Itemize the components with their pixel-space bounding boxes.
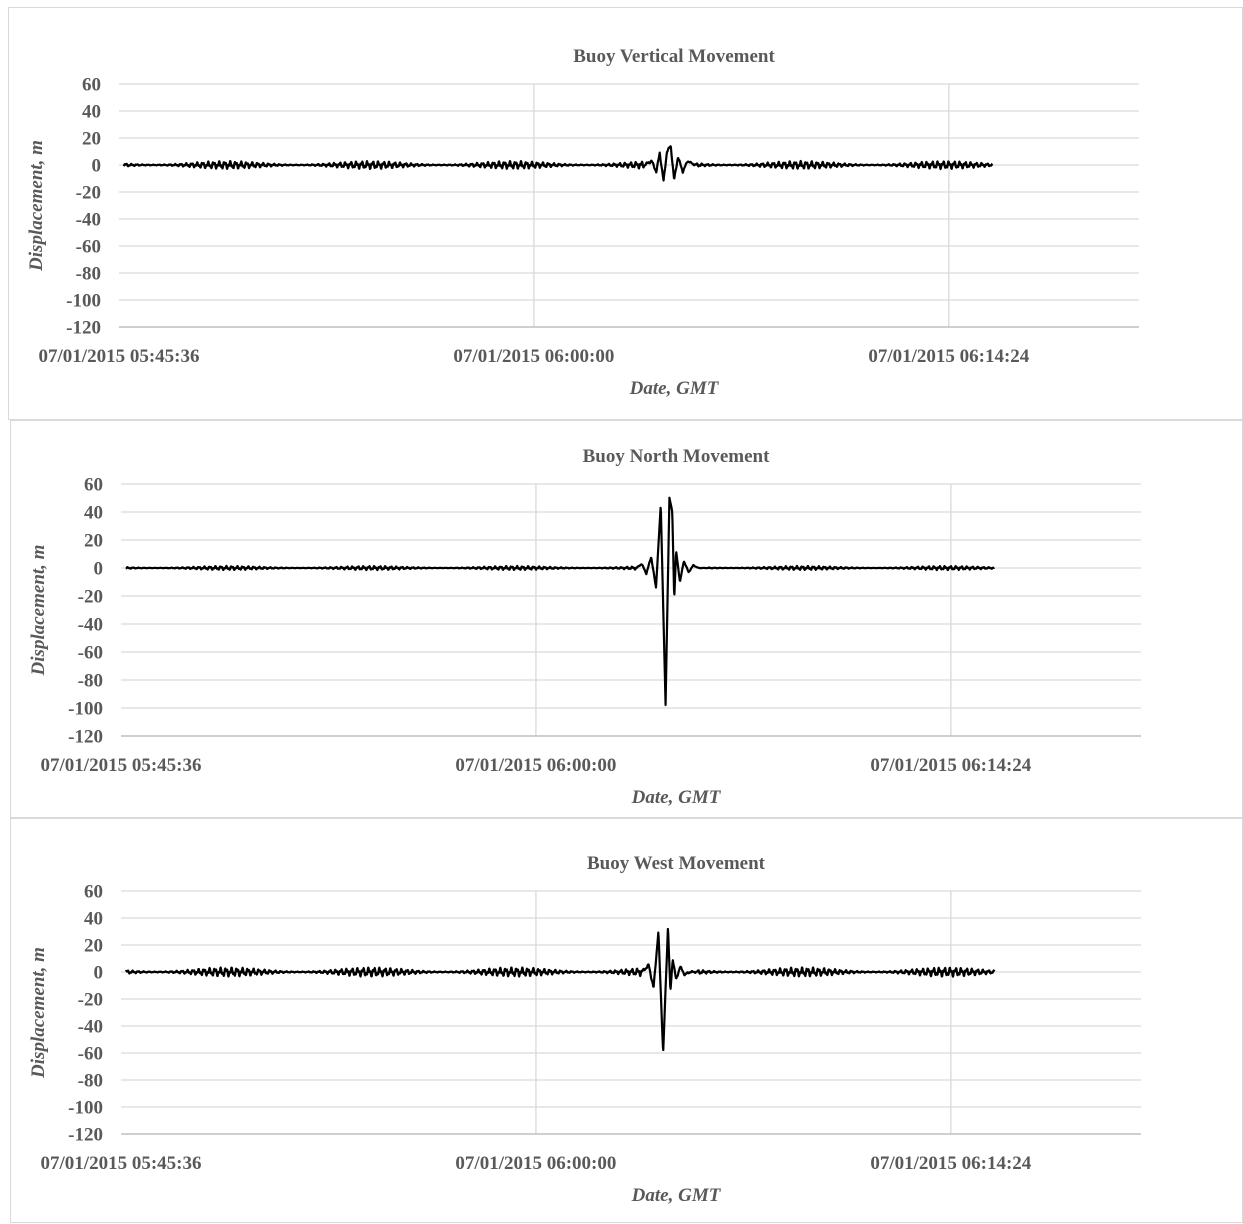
x-tick-label: 07/01/2015 05:45:36	[41, 755, 202, 776]
y-tick-label: 20	[84, 531, 103, 552]
chart-vertical: Buoy Vertical Movement 60 40 20 0 -20 -40 -60 -8…	[26, 46, 1139, 399]
y-tick-label: -120	[68, 1125, 103, 1146]
x-axis-label: Date, GMT	[631, 787, 722, 808]
x-tick-label: 07/01/2015 06:14:24	[870, 1153, 1031, 1174]
y-tick-label: -40	[76, 210, 101, 231]
y-tick-label: -60	[76, 237, 101, 258]
chart-title: Buoy Vertical Movement	[573, 46, 775, 67]
x-axis-label: Date, GMT	[631, 1185, 722, 1206]
series-line	[122, 145, 994, 182]
y-tick-label: 20	[84, 936, 103, 957]
y-tick-label: -20	[78, 990, 103, 1011]
y-tick-label: 40	[82, 102, 101, 123]
y-tick-label: 60	[82, 75, 101, 96]
x-tick-label: 07/01/2015 06:14:24	[868, 346, 1029, 367]
x-tick-label: 07/01/2015 06:00:00	[455, 755, 616, 776]
x-tick-label: 07/01/2015 06:00:00	[455, 1153, 616, 1174]
y-tick-label: 0	[92, 156, 102, 177]
y-tick-label: -120	[68, 727, 103, 748]
y-axis-label: Displacement, m	[28, 545, 49, 677]
y-tick-label: -80	[76, 264, 101, 285]
x-tick-label: 07/01/2015 05:45:36	[39, 346, 200, 367]
y-tick-label: 0	[94, 963, 104, 984]
x-axis-label: Date, GMT	[629, 378, 720, 399]
y-tick-label: -100	[68, 699, 103, 720]
y-tick-label: -40	[78, 1017, 103, 1038]
chart-panel-west: Buoy West Movement 60 40 20 0 -20 -40 -60 -80 -10…	[10, 818, 1243, 1223]
x-tick-label: 07/01/2015 05:45:36	[41, 1153, 202, 1174]
chart-title: Buoy West Movement	[587, 853, 766, 874]
y-tick-label: -120	[66, 318, 101, 339]
x-tick-label: 07/01/2015 06:14:24	[870, 755, 1031, 776]
y-tick-label: 40	[84, 909, 103, 930]
y-tick-label: -80	[78, 671, 103, 692]
y-tick-label: 20	[82, 129, 101, 150]
y-tick-label: 60	[84, 882, 103, 903]
y-tick-label: -20	[76, 183, 101, 204]
y-tick-label: 60	[84, 475, 103, 496]
y-tick-label: 40	[84, 503, 103, 524]
y-axis-label: Displacement, m	[26, 140, 47, 272]
y-axis-label: Displacement, m	[28, 947, 49, 1079]
y-tick-label: -40	[78, 615, 103, 636]
y-tick-label: -20	[78, 587, 103, 608]
y-tick-label: 0	[94, 559, 104, 580]
y-tick-label: -60	[78, 1044, 103, 1065]
series-line	[124, 927, 996, 1052]
chart-north: Buoy North Movement 60 40 20 0 -20 -40 -60 -80 -1…	[28, 446, 1141, 808]
chart-panel-north: Buoy North Movement 60 40 20 0 -20 -40 -60 -80 -1…	[10, 420, 1243, 818]
series-line	[125, 496, 996, 707]
y-tick-label: -80	[78, 1071, 103, 1092]
chart-panel-vertical: Buoy Vertical Movement 60 40 20 0 -20 -40 -60 -8…	[8, 7, 1243, 420]
y-tick-label: -100	[68, 1098, 103, 1119]
y-tick-label: -100	[66, 291, 101, 312]
chart-title: Buoy North Movement	[583, 446, 770, 467]
x-tick-label: 07/01/2015 06:00:00	[453, 346, 614, 367]
chart-west: Buoy West Movement 60 40 20 0 -20 -40 -60 -80 -10…	[28, 853, 1141, 1206]
y-tick-label: -60	[78, 643, 103, 664]
